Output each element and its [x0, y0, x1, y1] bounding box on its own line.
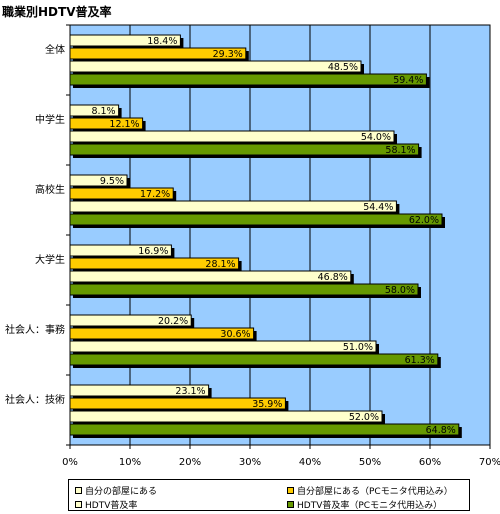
- bar-value-label-2-0: 9.5%: [100, 176, 124, 187]
- x-tick-label-4: 40%: [299, 457, 321, 468]
- category-label-4: 社会人：事務: [5, 323, 65, 336]
- legend-swatch-0: [75, 487, 82, 494]
- bar-2-2: [69, 200, 397, 213]
- bar-0-3: [69, 73, 427, 86]
- x-tick-label-6: 60%: [419, 457, 441, 468]
- bar-3-1: [69, 257, 240, 270]
- bar-4-0: [69, 314, 192, 327]
- category-label-1: 中学生: [35, 113, 65, 126]
- bar-1-3: [69, 143, 420, 156]
- bar-0-2: [69, 60, 362, 73]
- bar-value-label-2-3: 62.0%: [409, 215, 439, 226]
- bar-1-0: [69, 104, 120, 117]
- bar-1-1: [69, 117, 144, 130]
- category-label-2: 高校生: [35, 183, 65, 196]
- bar-1-2: [69, 130, 395, 143]
- bar-5-2: [69, 410, 383, 423]
- bar-value-label-2-1: 17.2%: [140, 189, 170, 200]
- bar-value-label-5-0: 23.1%: [175, 386, 205, 397]
- bar-0-0: [69, 34, 181, 47]
- bar-3-3: [69, 283, 419, 296]
- legend-item-1: 自分部屋にある（PCモニタ代用込み）: [287, 484, 453, 497]
- legend-swatch-2: [75, 501, 82, 508]
- legend-label-3: HDTV普及率（PCモニタ代用込み）: [297, 501, 443, 511]
- bar-value-label-2-2: 54.4%: [363, 202, 393, 213]
- bar-value-label-4-1: 30.6%: [220, 329, 250, 340]
- bar-value-label-0-2: 48.5%: [328, 62, 358, 73]
- x-tick-label-0: 0%: [62, 457, 78, 468]
- category-label-3: 大学生: [35, 253, 65, 266]
- bar-4-2: [69, 340, 377, 353]
- bar-value-label-4-0: 20.2%: [158, 316, 188, 327]
- bar-2-1: [69, 187, 174, 200]
- bar-value-label-3-2: 46.8%: [318, 272, 348, 283]
- bar-value-label-0-3: 59.4%: [393, 75, 423, 86]
- chart-legend: 自分の部屋にある 自分部屋にある（PCモニタ代用込み） HDTV普及率 HDTV…: [68, 479, 470, 511]
- category-label-5: 社会人：技術: [5, 393, 65, 406]
- bar-value-label-3-3: 58.0%: [385, 285, 415, 296]
- bar-value-label-3-0: 16.9%: [138, 246, 168, 257]
- bar-4-3: [69, 353, 439, 366]
- bar-value-label-1-2: 54.0%: [361, 132, 391, 143]
- plot-area: [69, 24, 491, 446]
- bar-0-1: [69, 47, 247, 60]
- bar-value-label-1-3: 58.1%: [385, 145, 415, 156]
- bar-value-label-4-2: 51.0%: [343, 342, 373, 353]
- bar-2-0: [69, 174, 128, 187]
- bar-5-1: [69, 397, 286, 410]
- bar-4-1: [69, 327, 255, 340]
- category-label-0: 全体: [45, 43, 65, 56]
- legend-item-0: 自分の部屋にある: [75, 484, 157, 497]
- legend-item-3: HDTV普及率（PCモニタ代用込み）: [287, 498, 442, 511]
- x-tick-label-2: 20%: [179, 457, 201, 468]
- bar-value-label-5-3: 64.8%: [426, 425, 456, 436]
- legend-swatch-3: [287, 501, 294, 508]
- bar-value-label-1-1: 12.1%: [109, 119, 139, 130]
- x-tick-label-5: 50%: [359, 457, 381, 468]
- bar-value-label-5-1: 35.9%: [252, 399, 282, 410]
- legend-label-0: 自分の部屋にある: [85, 487, 158, 497]
- bar-value-label-1-0: 8.1%: [91, 106, 115, 117]
- legend-label-1: 自分部屋にある（PCモニタ代用込み）: [297, 487, 453, 497]
- x-tick-label-7: 70%: [479, 457, 500, 468]
- x-tick-label-1: 10%: [119, 457, 141, 468]
- bar-2-3: [69, 213, 443, 226]
- legend-swatch-1: [287, 487, 294, 494]
- chart-title: 職業別HDTV普及率: [2, 5, 112, 19]
- bar-3-0: [69, 244, 172, 257]
- bar-value-label-5-2: 52.0%: [349, 412, 379, 423]
- x-tick-label-3: 30%: [239, 457, 261, 468]
- bar-value-label-0-1: 29.3%: [213, 49, 243, 60]
- bar-3-2: [69, 270, 352, 283]
- bar-5-3: [69, 423, 460, 436]
- bar-5-0: [69, 384, 210, 397]
- legend-label-2: HDTV普及率: [85, 501, 138, 511]
- bar-value-label-0-0: 18.4%: [147, 36, 177, 47]
- bar-value-label-4-3: 61.3%: [405, 355, 435, 366]
- bar-value-label-3-1: 28.1%: [205, 259, 235, 270]
- legend-item-2: HDTV普及率: [75, 498, 137, 511]
